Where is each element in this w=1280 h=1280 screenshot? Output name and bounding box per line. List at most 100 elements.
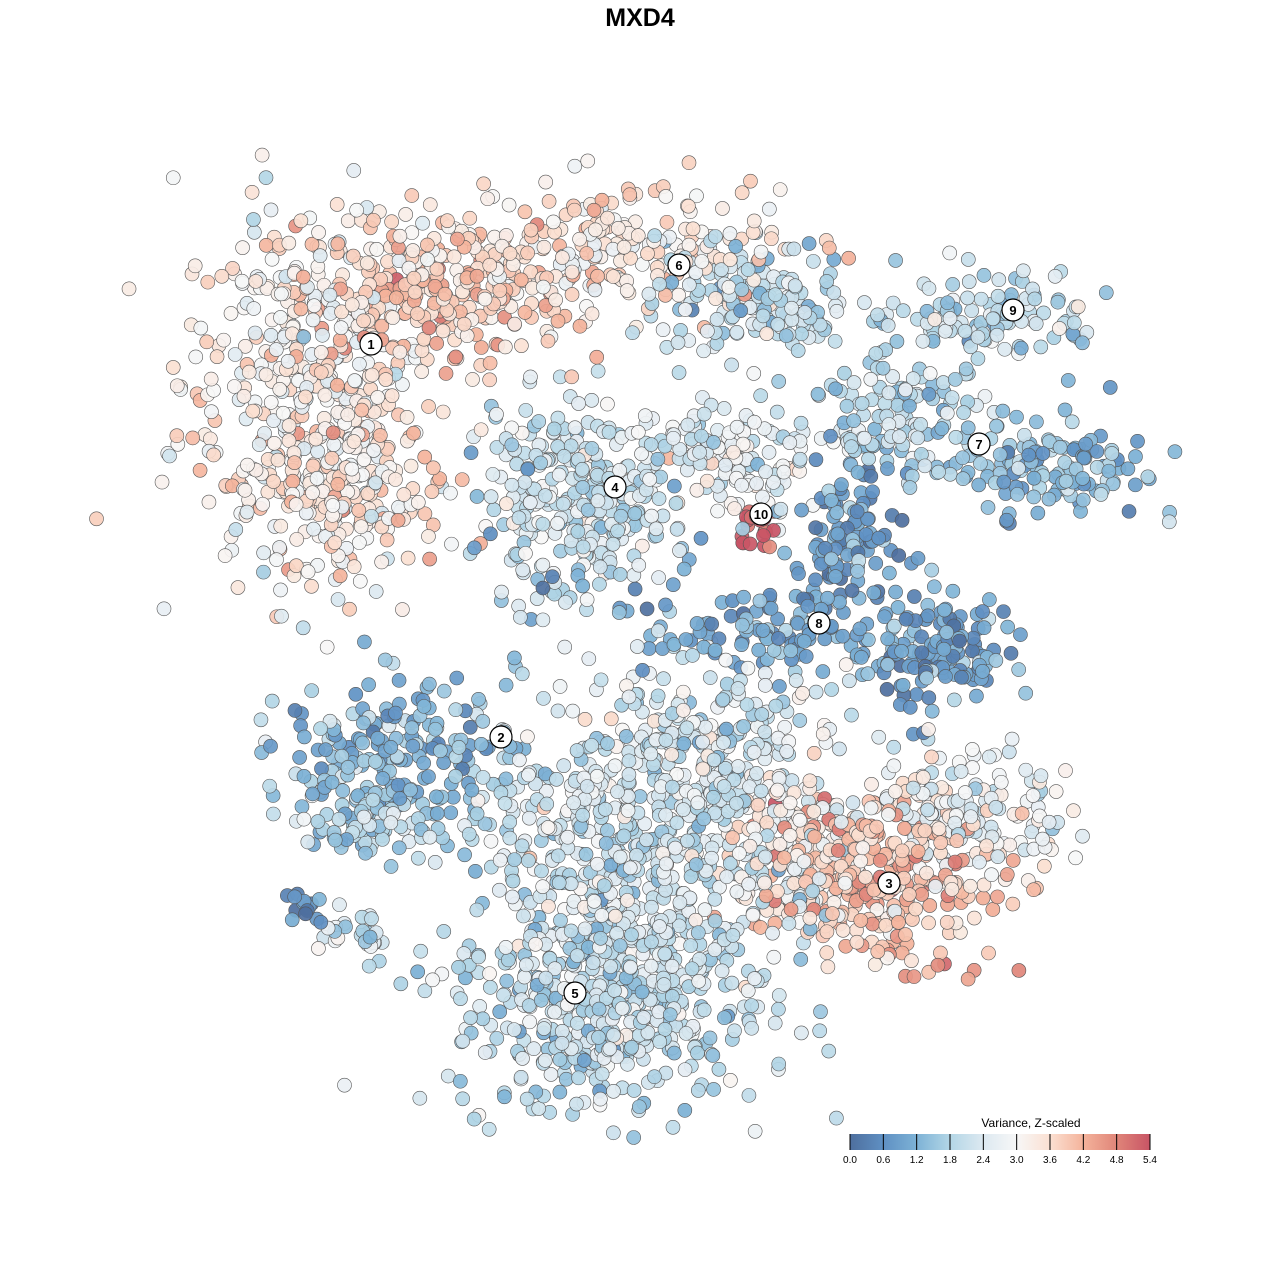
point xyxy=(455,1091,470,1107)
point xyxy=(664,989,680,1004)
point xyxy=(915,333,931,349)
point xyxy=(993,774,1009,790)
point xyxy=(606,269,621,284)
point xyxy=(594,908,610,923)
point xyxy=(999,867,1015,882)
point xyxy=(921,386,937,402)
point xyxy=(895,677,911,693)
cluster-label-text: 7 xyxy=(975,437,982,452)
point xyxy=(390,777,406,793)
point xyxy=(1013,627,1028,642)
point xyxy=(285,473,301,489)
point xyxy=(449,670,465,686)
point xyxy=(696,811,712,827)
point xyxy=(405,738,421,754)
point xyxy=(545,569,560,584)
point xyxy=(724,357,739,373)
point xyxy=(755,308,771,324)
point xyxy=(680,417,696,433)
point xyxy=(664,275,680,290)
point xyxy=(324,450,340,466)
point xyxy=(531,414,547,429)
point xyxy=(362,929,378,945)
point xyxy=(523,222,539,238)
point xyxy=(600,396,615,412)
point xyxy=(444,536,459,552)
point xyxy=(436,683,452,699)
point xyxy=(657,946,673,962)
point xyxy=(416,755,431,771)
point xyxy=(351,502,367,518)
point xyxy=(263,738,278,754)
point xyxy=(637,408,653,424)
point xyxy=(1128,449,1143,464)
point xyxy=(521,810,537,826)
point xyxy=(830,526,846,542)
point xyxy=(881,417,897,432)
point xyxy=(990,889,1005,905)
point xyxy=(990,288,1006,304)
point xyxy=(886,758,902,774)
point xyxy=(1052,439,1068,455)
point xyxy=(805,883,820,899)
point xyxy=(426,460,441,476)
point xyxy=(976,268,992,283)
point xyxy=(1035,446,1051,461)
point xyxy=(1140,469,1156,485)
point xyxy=(772,679,787,694)
point xyxy=(727,1023,742,1039)
point xyxy=(606,1125,621,1141)
point xyxy=(471,949,486,965)
point xyxy=(454,472,470,487)
point xyxy=(869,902,885,917)
point xyxy=(681,155,697,171)
point xyxy=(895,303,911,319)
point xyxy=(658,732,674,748)
point xyxy=(808,572,823,588)
point xyxy=(393,976,409,992)
point xyxy=(996,474,1012,490)
point xyxy=(875,360,891,376)
point xyxy=(570,524,586,539)
point xyxy=(677,1103,693,1118)
point xyxy=(630,228,646,243)
point xyxy=(740,262,756,277)
point xyxy=(858,527,874,542)
point xyxy=(327,832,343,848)
point xyxy=(352,573,368,589)
point xyxy=(990,849,1006,864)
point xyxy=(481,1121,497,1137)
point xyxy=(758,849,773,865)
point xyxy=(695,761,711,777)
point xyxy=(844,707,859,723)
point xyxy=(256,564,271,580)
point xyxy=(833,814,849,830)
point xyxy=(515,1051,530,1066)
point xyxy=(531,1101,547,1116)
point xyxy=(505,873,521,889)
point xyxy=(671,365,687,380)
point xyxy=(696,406,712,422)
point xyxy=(475,714,491,729)
cluster-label-text: 10 xyxy=(754,507,768,522)
point xyxy=(735,521,751,537)
point xyxy=(318,742,333,757)
point xyxy=(622,860,638,876)
point xyxy=(287,889,302,905)
point xyxy=(169,428,185,444)
point xyxy=(575,539,591,555)
point xyxy=(965,742,980,757)
point xyxy=(979,838,994,854)
point xyxy=(819,924,835,940)
point xyxy=(659,214,675,230)
point xyxy=(955,471,971,487)
point xyxy=(533,455,548,471)
point xyxy=(824,682,839,697)
point xyxy=(366,212,381,228)
point xyxy=(730,681,746,696)
point xyxy=(537,1053,553,1068)
point xyxy=(165,360,181,375)
point xyxy=(607,758,623,774)
point xyxy=(820,959,836,975)
